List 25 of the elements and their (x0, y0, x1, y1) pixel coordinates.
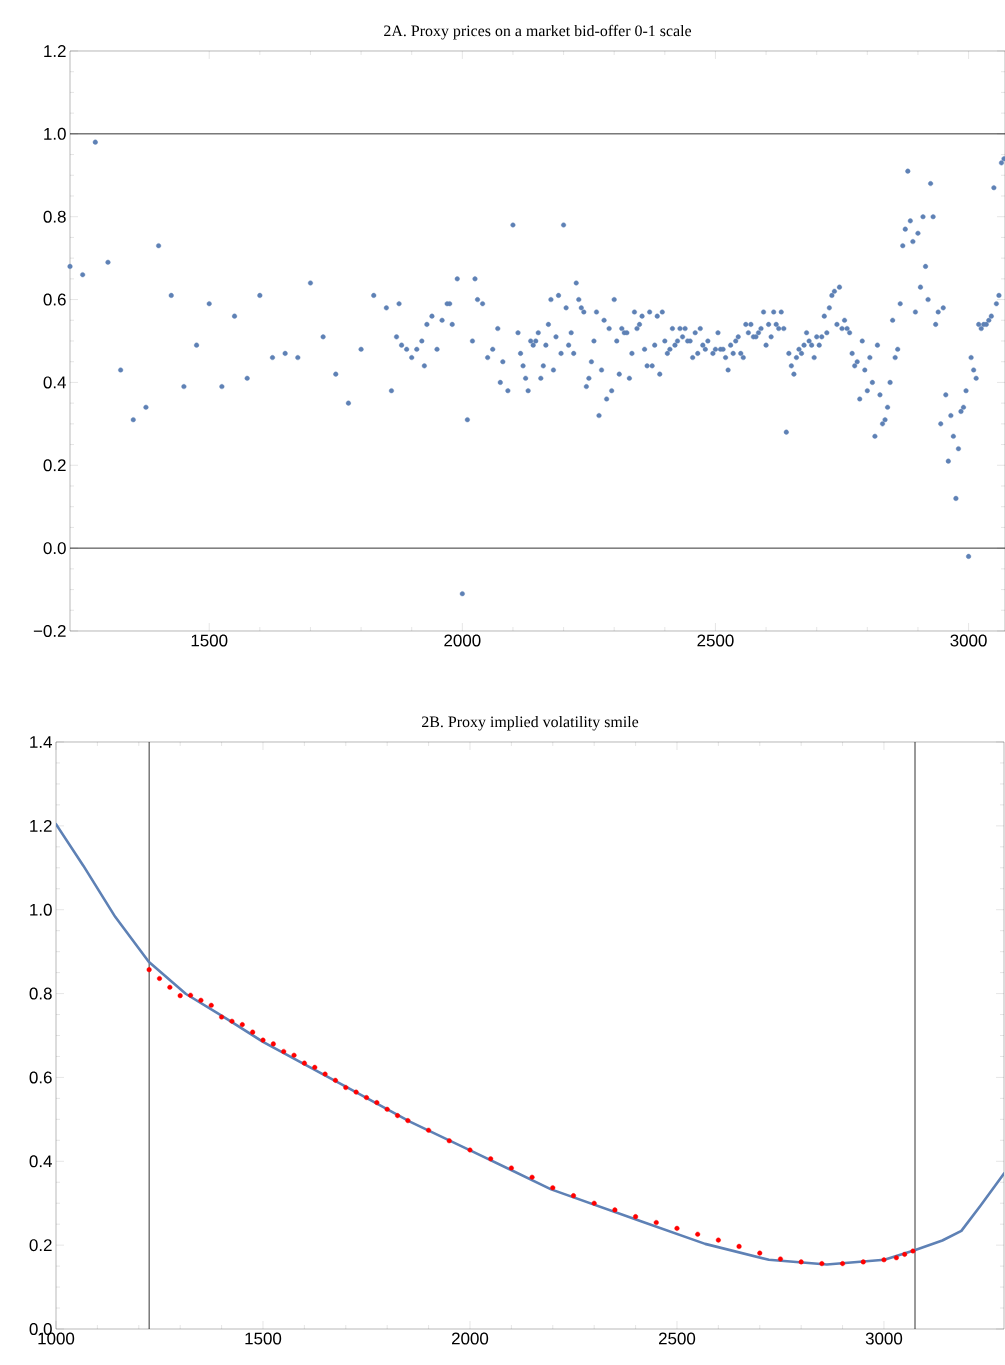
x-tick-label: 3000 (950, 634, 987, 647)
y-tick-label: 1.2 (30, 819, 52, 832)
x-tick-label: 2000 (452, 1332, 489, 1345)
y-tick-label: 0.2 (29, 1239, 52, 1252)
y-tick-label: 1.2 (44, 45, 66, 57)
chart-title: 2A. Proxy prices on a market bid-offer 0-1 scale (384, 24, 692, 40)
y-tick-label: 1.4 (30, 736, 52, 748)
y-tick-label: 0.6 (43, 293, 66, 306)
y-tick-label: 0.2 (43, 459, 66, 472)
y-tick-label: 0.8 (43, 210, 66, 223)
y-tick-label: 1.0 (30, 903, 52, 916)
y-tick-label: 0.0 (43, 542, 66, 555)
x-tick-label: 2500 (697, 634, 734, 647)
y-tick-label: 0.6 (29, 1071, 52, 1084)
x-tick-label: 1500 (245, 1332, 282, 1345)
y-tick-label: 0.4 (29, 1155, 52, 1168)
chart-title: 2B. Proxy implied volatility smile (422, 715, 639, 731)
y-tick-label: 1.0 (44, 127, 66, 140)
y-tick-label: 0.8 (29, 987, 52, 1000)
y-tick-label: 0.4 (43, 376, 66, 389)
x-tick-label: 1500 (191, 634, 228, 647)
x-tick-label: 2000 (444, 634, 481, 647)
y-tick-label: −0.2 (33, 624, 66, 637)
x-tick-label: 2500 (658, 1332, 696, 1345)
x-tick-label: 3000 (865, 1332, 903, 1345)
